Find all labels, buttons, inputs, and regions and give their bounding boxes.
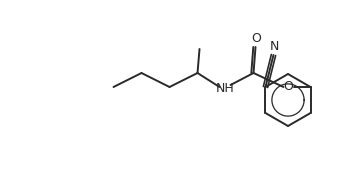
- Text: NH: NH: [216, 82, 235, 95]
- Text: O: O: [283, 81, 293, 94]
- Text: O: O: [252, 32, 262, 45]
- Text: N: N: [270, 40, 279, 52]
